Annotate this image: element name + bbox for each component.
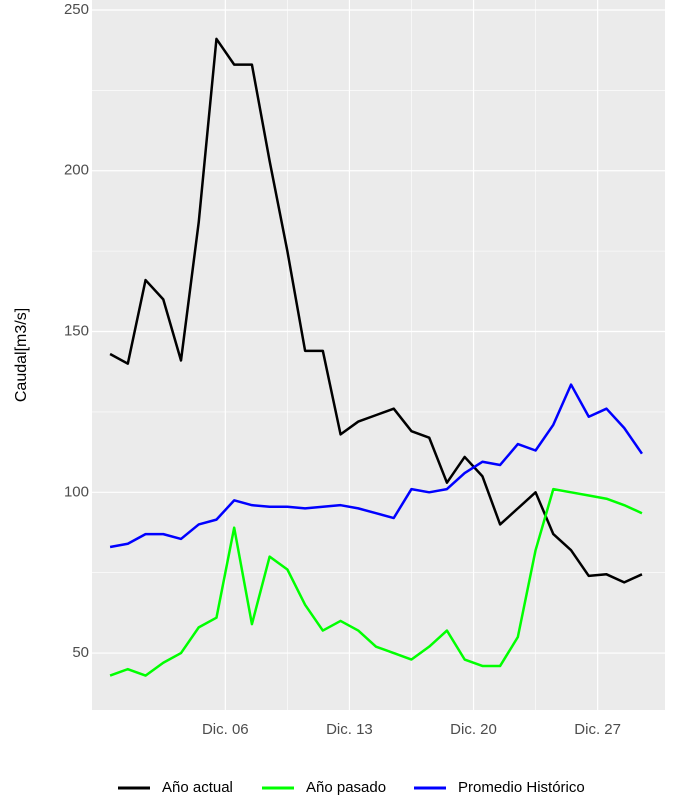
- data-line: [109, 487, 643, 677]
- y-tick-label: 200: [64, 162, 89, 179]
- legend-label: Año pasado: [306, 779, 386, 796]
- y-tick-label: 150: [64, 322, 89, 339]
- y-tick-label: 50: [72, 644, 89, 661]
- data-line: [109, 37, 643, 584]
- y-axis-label: Caudal[m3/s]: [13, 308, 30, 402]
- panel: [92, 0, 665, 710]
- legend-label: Promedio Histórico: [458, 779, 585, 796]
- x-tick-label: Dic. 27: [574, 721, 621, 738]
- y-tick-label: 100: [64, 483, 89, 500]
- y-tick-label: 250: [64, 1, 89, 18]
- data-line: [109, 383, 643, 549]
- x-tick-label: Dic. 06: [202, 721, 249, 738]
- x-tick-label: Dic. 20: [450, 721, 497, 738]
- x-tick-label: Dic. 13: [326, 721, 373, 738]
- legend-label: Año actual: [162, 779, 233, 796]
